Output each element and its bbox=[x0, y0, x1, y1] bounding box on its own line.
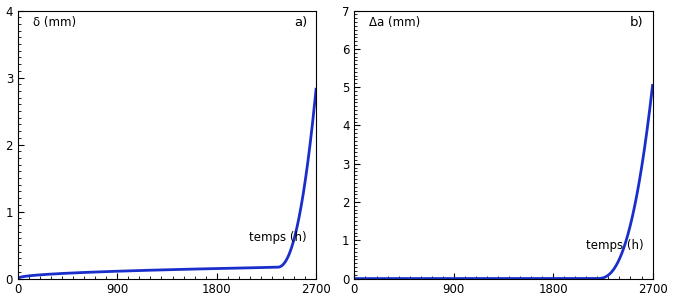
Text: Δa (mm): Δa (mm) bbox=[369, 16, 421, 29]
Text: temps (h): temps (h) bbox=[586, 239, 643, 252]
Text: temps (h): temps (h) bbox=[250, 231, 307, 244]
Text: δ (mm): δ (mm) bbox=[33, 16, 76, 29]
Text: a): a) bbox=[294, 16, 307, 29]
Text: b): b) bbox=[630, 16, 643, 29]
